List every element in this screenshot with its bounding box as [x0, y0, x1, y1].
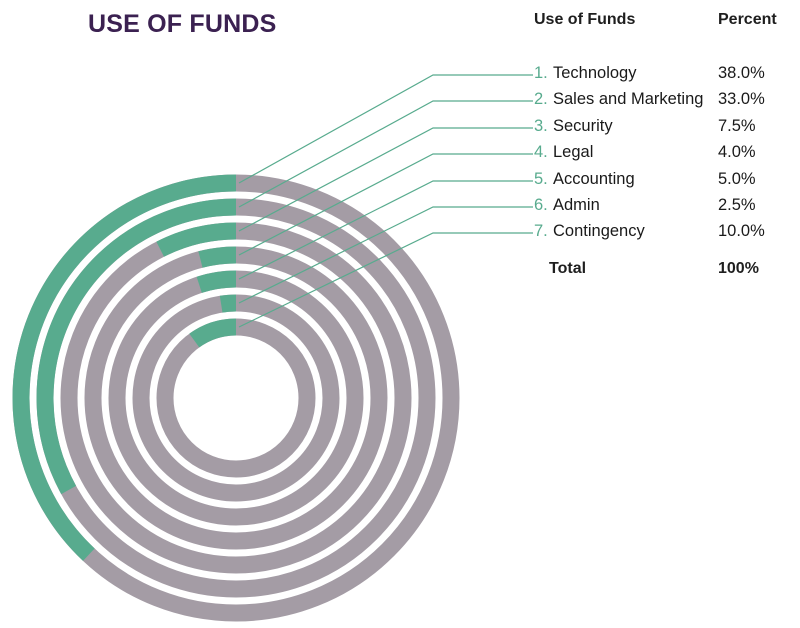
legend-row-legal: 4. Legal 4.0%	[0, 143, 800, 169]
legend-number: 7.	[534, 222, 548, 240]
legend-percent: 2.5%	[718, 196, 756, 214]
total-label: Total	[549, 260, 587, 277]
legend-number: 3.	[534, 117, 548, 135]
legend-row-security: 3. Security 7.5%	[0, 117, 800, 143]
legend-percent: 33.0%	[718, 90, 765, 108]
legend-label: Accounting	[553, 170, 635, 188]
legend-row-accounting: 5. Accounting 5.0%	[0, 170, 800, 196]
ring-arc-legal	[198, 246, 237, 268]
ring-arc-technology	[12, 174, 237, 561]
legend-number: 6.	[534, 196, 548, 214]
legend-label: Contingency	[553, 222, 645, 240]
legend-row-contingency: 7. Contingency 10.0%	[0, 222, 800, 248]
leader-line-3	[238, 127, 533, 232]
legend-percent: 38.0%	[718, 64, 765, 82]
legend-number: 5.	[534, 170, 548, 188]
column-header-percent: Percent	[718, 11, 777, 28]
leader-line-4	[238, 153, 533, 256]
legend-row-admin: 6. Admin 2.5%	[0, 196, 800, 222]
column-header-use-of-funds: Use of Funds	[534, 11, 636, 28]
legend-number: 1.	[534, 64, 548, 82]
legend-percent: 10.0%	[718, 222, 765, 240]
ring-track-7	[156, 318, 316, 478]
leader-line-5	[238, 180, 533, 280]
legend-row-sales-and-marketing: 2. Sales and Marketing 33.0%	[0, 90, 800, 116]
ring-arc-contingency	[189, 318, 237, 348]
leader-line-6	[238, 206, 533, 304]
ring-track-5	[108, 270, 364, 526]
total-value: 100%	[718, 260, 759, 277]
leader-line-7	[238, 232, 533, 328]
total-row: Total 100%	[0, 260, 800, 286]
legend-number: 4.	[534, 143, 548, 161]
legend-percent: 7.5%	[718, 117, 756, 135]
legend-percent: 5.0%	[718, 170, 756, 188]
leader-line-1	[238, 74, 533, 184]
legend-label: Technology	[553, 64, 637, 82]
ring-arc-accounting	[196, 270, 237, 293]
legend-label: Legal	[553, 143, 594, 161]
ring-arc-security	[156, 222, 237, 257]
leader-line-2	[238, 100, 533, 208]
legend-percent: 4.0%	[718, 143, 756, 161]
legend-label: Sales and Marketing	[553, 90, 704, 108]
ring-arc-admin	[219, 294, 237, 313]
legend-row-technology: 1. Technology 38.0%	[0, 64, 800, 90]
legend-number: 2.	[534, 90, 548, 108]
chart-title: USE OF FUNDS	[88, 10, 277, 38]
legend-label: Security	[553, 117, 613, 135]
ring-arc-sales-and-marketing	[36, 198, 237, 495]
legend-label: Admin	[553, 196, 600, 214]
